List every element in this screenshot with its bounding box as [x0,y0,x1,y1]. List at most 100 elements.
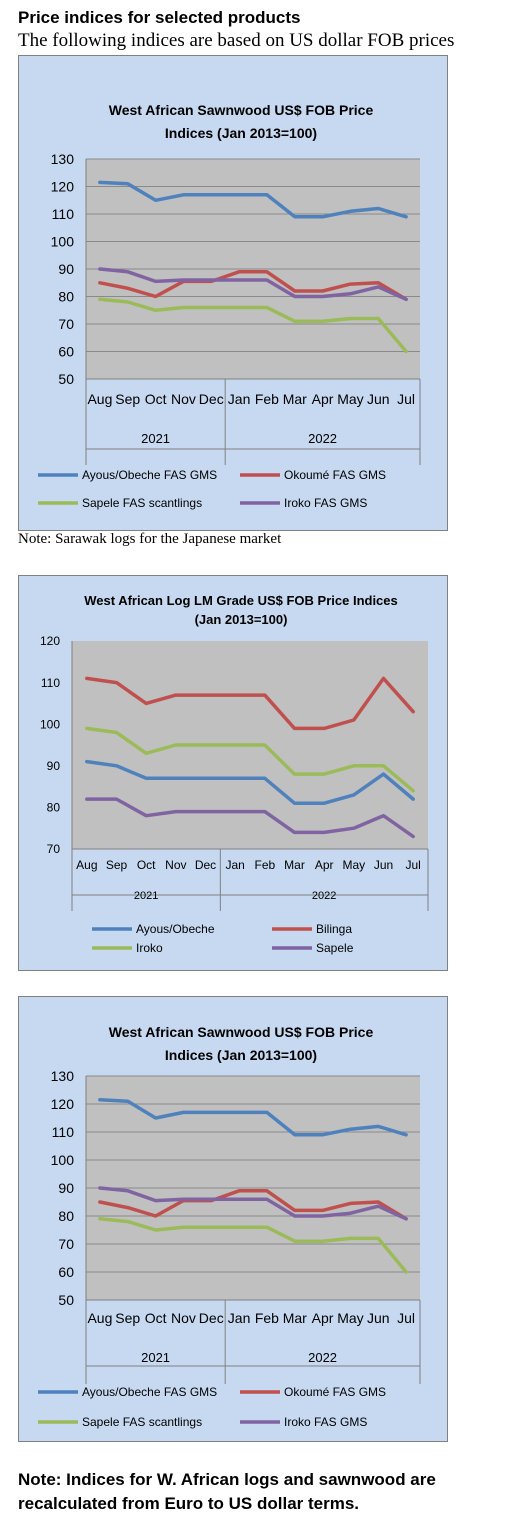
chart-title-line: West African Sawnwood US$ FOB Price [109,1024,374,1040]
y-tick-label: 130 [51,151,75,167]
y-tick-label: 90 [58,261,74,277]
x-tick-label: May [342,858,365,872]
y-tick-label: 130 [51,1068,75,1084]
y-tick-label: 100 [51,233,75,249]
y-tick-label: 50 [58,1292,74,1308]
x-tick-label: Sep [115,391,140,407]
legend-label: Iroko FAS GMS [284,496,367,510]
note-sarawak: Note: Sarawak logs for the Japanese mark… [18,531,282,547]
chart-title-line: (Jan 2013=100) [195,612,288,627]
x-tick-label: Jan [228,391,251,407]
y-tick-label: 100 [51,1152,75,1168]
x-tick-label: Jul [397,1310,415,1326]
y-tick-label: 80 [47,801,61,815]
y-tick-label: 90 [58,1180,74,1196]
page-subtitle: The following indices are based on US do… [18,30,455,51]
x-tick-label: Mar [283,1310,307,1326]
x-tick-label: Dec [199,391,224,407]
y-tick-label: 100 [40,717,60,731]
x-tick-label: Feb [255,1310,279,1326]
y-tick-label: 70 [58,1236,74,1252]
year-group-label: 2022 [308,431,337,446]
note-euro-conversion: Note: Indices for W. African logs and sa… [18,1470,436,1513]
x-tick-label: Dec [195,858,216,872]
log-chart: West African Log LM Grade US$ FOB Price … [18,575,448,971]
x-tick-label: Nov [165,858,186,872]
y-tick-label: 120 [51,178,75,194]
series-line [85,797,415,839]
x-tick-label: Aug [76,858,97,872]
sawnwood-chart-1: West African Sawnwood US$ FOB Price Indic… [18,55,448,531]
x-tick-label: Mar [284,858,305,872]
legend-label: Okoumé FAS GMS [284,1385,386,1399]
legend-label: Sapele FAS scantlings [82,1415,202,1429]
x-tick-label: Feb [255,391,279,407]
x-tick-label: Dec [199,1310,224,1326]
y-tick-label: 80 [58,288,74,304]
x-tick-label: May [337,1310,363,1326]
series-line [98,1098,408,1137]
y-tick-label: 110 [52,206,75,222]
y-tick-label: 120 [51,1096,75,1112]
x-tick-label: Oct [145,1310,167,1326]
x-tick-label: Apr [312,391,334,407]
series-line [85,759,415,805]
y-tick-label: 120 [40,634,60,648]
y-tick-label: 110 [41,676,60,690]
legend-label: Iroko FAS GMS [284,1415,367,1429]
series-line [98,1217,408,1274]
x-tick-label: Feb [254,858,275,872]
x-tick-label: Oct [145,391,167,407]
series-line [98,270,408,302]
sawnwood-chart-2: West African Sawnwood US$ FOB Price Indic… [18,996,448,1442]
x-tick-label: Apr [312,1310,334,1326]
y-tick-label: 50 [58,371,74,387]
legend-label: Bilinga [316,922,352,936]
series-line [98,297,408,354]
legend-label: Ayous/Obeche FAS GMS [82,468,217,482]
y-tick-label: 70 [47,842,61,856]
y-tick-label: 80 [58,1208,74,1224]
x-tick-label: May [337,391,363,407]
chart-title-line: West African Log LM Grade US$ FOB Price … [84,593,398,608]
x-tick-label: Aug [87,1310,112,1326]
x-tick-label: Jul [405,858,420,872]
legend-label: Sapele FAS scantlings [82,496,202,510]
x-tick-label: Mar [283,391,307,407]
y-tick-label: 60 [58,343,74,359]
x-tick-label: Sep [106,858,128,872]
page-title: Price indices for selected products [18,8,301,27]
y-tick-label: 70 [58,316,74,332]
chart-title-line: West African Sawnwood US$ FOB Price [109,102,374,118]
year-group-label: 2021 [141,431,170,446]
x-tick-label: Jan [228,1310,251,1326]
legend-label: Ayous/Obeche FAS GMS [82,1385,217,1399]
y-tick-label: 90 [47,759,61,773]
x-tick-label: Oct [137,858,156,872]
legend-label: Okoumé FAS GMS [284,468,386,482]
series-line [98,1189,408,1221]
x-tick-label: Jan [225,858,244,872]
x-tick-label: Nov [171,391,196,407]
y-tick-label: 60 [58,1264,74,1280]
series-line [98,267,408,302]
y-tick-label: 110 [52,1124,75,1140]
chart-title-line: Indices (Jan 2013=100) [165,125,317,141]
x-tick-label: Jun [367,1310,390,1326]
year-group-label: 2021 [134,890,158,902]
year-group-label: 2022 [312,890,336,902]
series-line [85,676,415,731]
series-line [98,180,408,219]
legend-label: Iroko [136,941,163,955]
x-tick-label: Jun [367,391,390,407]
legend-label: Ayous/Obeche [136,922,215,936]
x-tick-label: Sep [115,1310,140,1326]
series-line [98,1186,408,1221]
x-tick-label: Nov [171,1310,196,1326]
x-tick-label: Aug [87,391,112,407]
series-line [85,726,415,793]
chart-title-line: Indices (Jan 2013=100) [165,1047,317,1063]
x-tick-label: Jul [397,391,415,407]
x-tick-label: Jun [374,858,393,872]
legend-label: Sapele [316,941,354,955]
